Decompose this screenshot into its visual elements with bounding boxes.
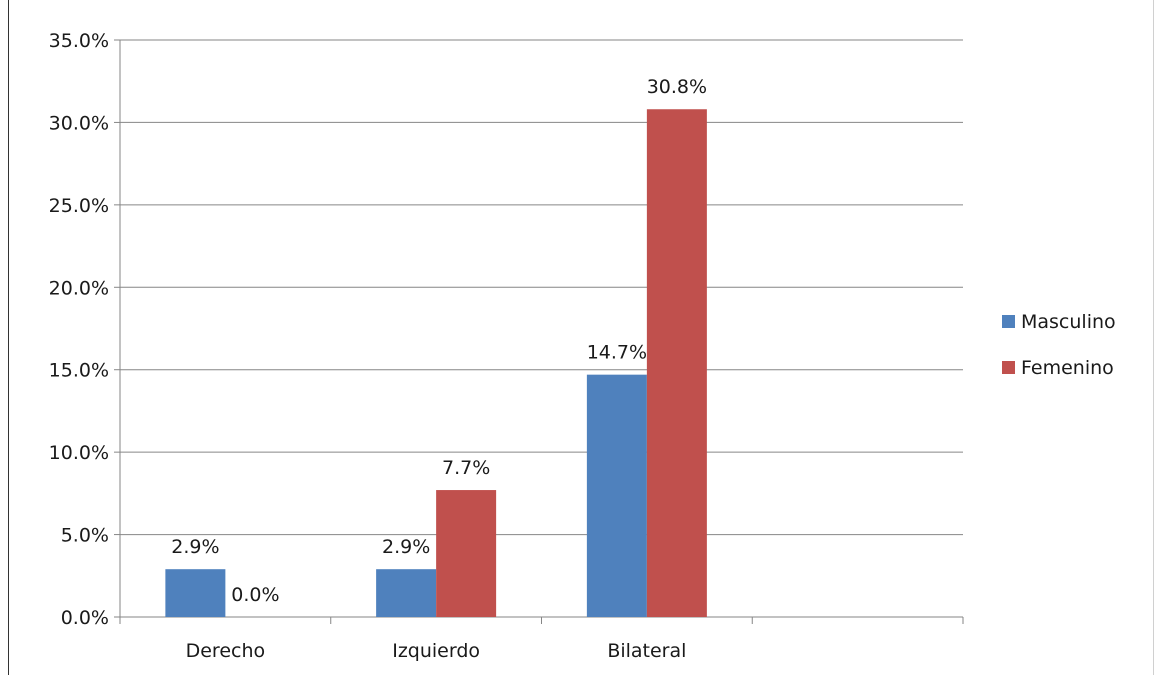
data-label: 14.7% (587, 342, 647, 364)
legend-swatch-femenino (1002, 361, 1015, 374)
chart-frame: 0.0% 5.0% 10.0% 15.0% 20.0% 25.0% 30.0% 35.0% De… (8, 0, 1154, 675)
y-tick-label: 15.0% (49, 360, 109, 382)
category-label: Izquierdo (392, 640, 480, 662)
data-label: 2.9% (171, 536, 219, 558)
y-tick-label: 20.0% (49, 277, 109, 299)
data-label: 7.7% (442, 457, 490, 479)
y-tick-label: 10.0% (49, 442, 109, 464)
bar-masculino-izquierdo (376, 569, 437, 617)
category-label: Bilateral (607, 640, 686, 662)
y-tick-label: 25.0% (49, 195, 109, 217)
data-labels: 2.9% 2.9% 14.7% 0.0% 7.7% 30.8% (171, 76, 707, 606)
legend-swatch-masculino (1002, 315, 1015, 328)
y-tick-label: 30.0% (49, 112, 109, 134)
bar-masculino-derecho (165, 569, 226, 617)
category-label: Derecho (186, 640, 266, 662)
y-tick-label: 35.0% (49, 30, 109, 52)
legend: Masculino Femenino (1002, 311, 1116, 379)
bars (165, 109, 707, 618)
axes: 0.0% 5.0% 10.0% 15.0% 20.0% 25.0% 30.0% 35.0% De… (49, 30, 964, 662)
bar-femenino-bilateral (646, 109, 707, 618)
legend-label: Femenino (1021, 357, 1114, 379)
y-tick-label: 5.0% (61, 525, 109, 547)
bar-femenino-izquierdo (436, 490, 497, 617)
data-label: 30.8% (647, 76, 707, 98)
bar-masculino-bilateral (586, 374, 647, 617)
y-tick-label: 0.0% (61, 607, 109, 629)
bar-chart: 0.0% 5.0% 10.0% 15.0% 20.0% 25.0% 30.0% 35.0% De… (49, 30, 1116, 662)
gridlines (120, 39, 963, 536)
legend-label: Masculino (1021, 311, 1116, 333)
data-label: 2.9% (382, 536, 430, 558)
data-label: 0.0% (231, 584, 279, 606)
